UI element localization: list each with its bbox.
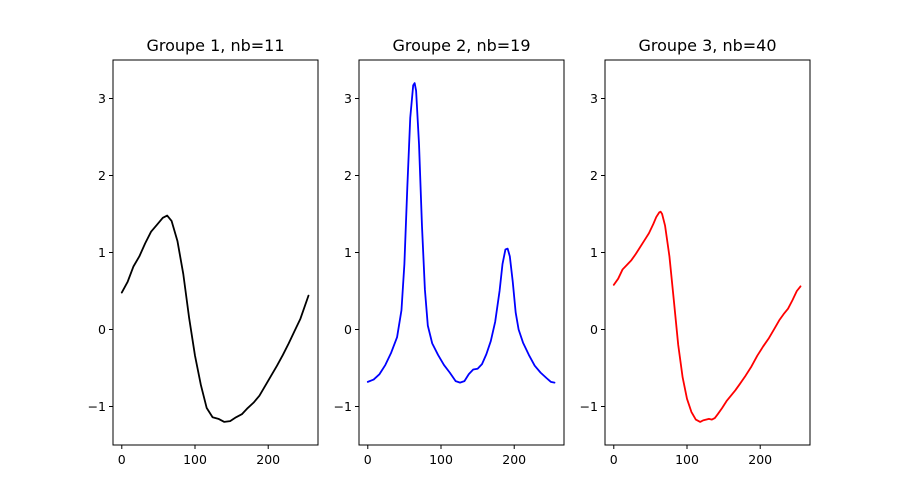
x-tick-label: 0 <box>364 452 372 467</box>
subplot-2: 0 100 200 −1 0 1 2 3 Groupe 2, nb=19 <box>334 36 565 467</box>
subplot-title: Groupe 1, nb=11 <box>146 36 284 55</box>
axes-frame <box>112 59 319 446</box>
y-tick-label: 2 <box>590 168 598 183</box>
x-tick-label: 100 <box>675 452 699 467</box>
y-tick-label: 1 <box>98 245 106 260</box>
y-tick-label: 2 <box>98 168 106 183</box>
y-tick-label: −1 <box>88 399 106 414</box>
x-tick-label: 100 <box>429 452 453 467</box>
x-tick-label: 200 <box>748 452 772 467</box>
y-tick-label: 0 <box>590 322 598 337</box>
subplot-title: Groupe 3, nb=40 <box>638 36 776 55</box>
y-tick-label: 0 <box>98 322 106 337</box>
axes-frame <box>358 59 565 446</box>
series-line-1 <box>366 82 556 384</box>
x-tick-label: 0 <box>118 452 126 467</box>
subplot-3: 0 100 200 −1 0 1 2 3 Groupe 3, nb=40 <box>580 36 811 467</box>
series-line-1 <box>120 214 310 423</box>
x-tick-label: 200 <box>502 452 526 467</box>
y-tick-label: 1 <box>344 245 352 260</box>
y-tick-label: 1 <box>590 245 598 260</box>
series-line-1 <box>612 210 802 423</box>
subplot-1: 0 100 200 −1 0 1 2 3 Groupe 1, nb=11 <box>88 36 319 467</box>
y-tick-label: 3 <box>344 91 352 106</box>
x-tick-label: 100 <box>183 452 207 467</box>
y-tick-label: 2 <box>344 168 352 183</box>
y-tick-label: 0 <box>344 322 352 337</box>
x-tick-label: 0 <box>610 452 618 467</box>
x-tick-label: 200 <box>256 452 280 467</box>
y-tick-label: 3 <box>590 91 598 106</box>
y-tick-label: −1 <box>580 399 598 414</box>
y-tick-label: 3 <box>98 91 106 106</box>
y-tick-label: −1 <box>334 399 352 414</box>
subplot-title: Groupe 2, nb=19 <box>392 36 530 55</box>
